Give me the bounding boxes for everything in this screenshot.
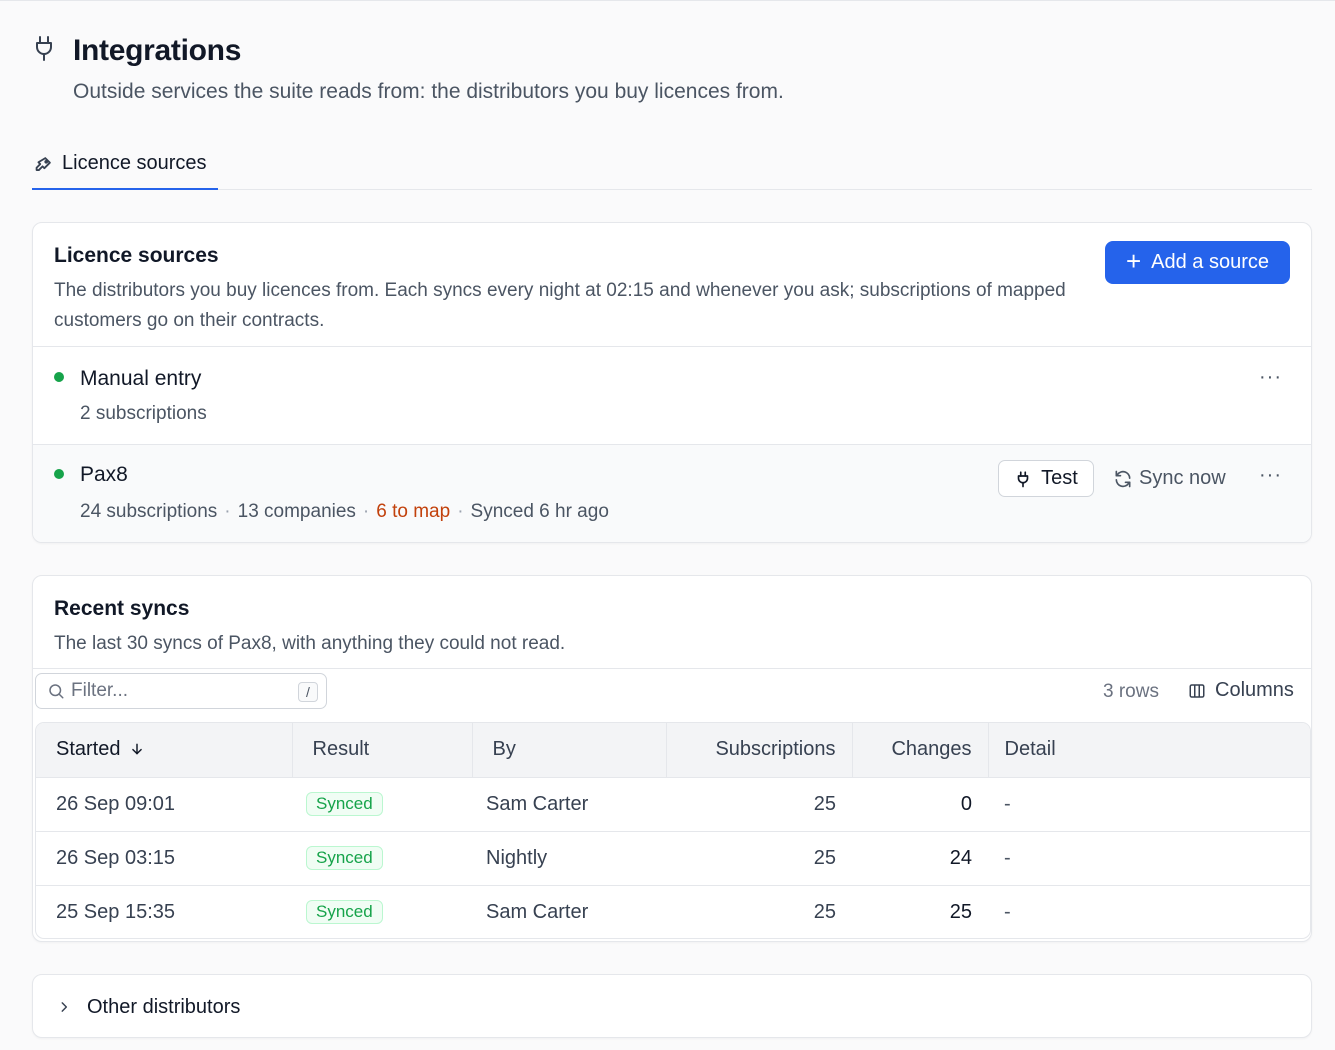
source-meta: 2 subscriptions bbox=[80, 403, 207, 424]
page-title: Integrations bbox=[73, 34, 242, 67]
sync-now-button[interactable]: Sync now bbox=[1113, 460, 1226, 497]
refresh-icon bbox=[1115, 470, 1131, 487]
status-badge: Synced bbox=[306, 900, 383, 925]
detail-cell: - bbox=[1004, 846, 1011, 869]
recent-syncs-description: The last 30 syncs of Pax8, with anything… bbox=[54, 633, 566, 654]
test-button[interactable]: Test bbox=[998, 460, 1094, 497]
source-row-manual-entry[interactable]: Manual entry 2 subscriptions ··· bbox=[33, 346, 1311, 444]
changes-cell: 24 bbox=[949, 846, 972, 869]
header-label: Started bbox=[56, 738, 121, 761]
column-header-result[interactable]: Result bbox=[292, 723, 473, 777]
table-row[interactable]: 25 Sep 15:35 Synced Sam Carter 25 25 - bbox=[36, 885, 1310, 938]
changes-cell: 25 bbox=[949, 900, 972, 923]
more-options-button[interactable]: ··· bbox=[1259, 464, 1282, 486]
columns-label: Columns bbox=[1215, 679, 1294, 701]
separator: · bbox=[224, 501, 231, 522]
table-row[interactable]: 26 Sep 03:15 Synced Nightly 25 24 - bbox=[36, 831, 1310, 885]
columns-button[interactable]: Columns bbox=[1188, 679, 1294, 702]
plus-icon: + bbox=[1125, 246, 1142, 276]
result-cell: Synced bbox=[292, 777, 472, 831]
to-map-link[interactable]: 6 to map bbox=[376, 501, 451, 522]
table-row[interactable]: 26 Sep 09:01 Synced Sam Carter 25 0 - bbox=[36, 777, 1310, 831]
table-toolbar: / 3 rows Columns bbox=[33, 668, 1311, 722]
started-cell: 26 Sep 09:01 bbox=[56, 792, 175, 815]
plug-icon bbox=[1017, 470, 1029, 487]
subscriptions-count: 24 subscriptions bbox=[80, 501, 218, 522]
result-cell: Synced bbox=[292, 885, 472, 938]
more-options-button[interactable]: ··· bbox=[1259, 366, 1282, 388]
other-distributors-toggle[interactable]: Other distributors bbox=[33, 975, 1311, 1037]
page-subtitle: Outside services the suite reads from: t… bbox=[73, 80, 784, 103]
column-header-changes[interactable]: Changes bbox=[852, 723, 989, 777]
table-header-row: Started Result By Subscriptions Changes … bbox=[36, 723, 1310, 777]
add-source-label: Add a source bbox=[1151, 251, 1270, 273]
search-icon bbox=[49, 684, 64, 699]
recent-syncs-card: Recent syncs The last 30 syncs of Pax8, … bbox=[32, 575, 1312, 942]
subscriptions-cell: 25 bbox=[813, 900, 836, 923]
started-cell: 25 Sep 15:35 bbox=[56, 900, 175, 923]
sync-now-label: Sync now bbox=[1139, 467, 1226, 489]
separator: · bbox=[457, 501, 464, 522]
other-distributors-label: Other distributors bbox=[87, 995, 241, 1018]
test-label: Test bbox=[1041, 467, 1078, 489]
subscriptions-cell: 25 bbox=[813, 792, 836, 815]
by-cell: Sam Carter bbox=[486, 792, 589, 815]
status-badge: Synced bbox=[306, 792, 383, 816]
column-header-detail[interactable]: Detail bbox=[1004, 738, 1056, 761]
arrow-down-icon bbox=[132, 743, 142, 755]
detail-cell: - bbox=[1004, 900, 1011, 923]
source-meta: 24 subscriptions · 13 companies · 6 to map · S… bbox=[80, 501, 609, 523]
recent-syncs-title: Recent syncs bbox=[54, 597, 190, 620]
companies-count: 13 companies bbox=[237, 501, 356, 522]
tab-label: Licence sources bbox=[62, 152, 207, 174]
syncs-table-container: Started Result By Subscriptions Changes … bbox=[35, 722, 1311, 939]
plug-icon bbox=[36, 36, 52, 61]
changes-cell: 0 bbox=[960, 792, 972, 815]
by-cell: Sam Carter bbox=[486, 900, 589, 923]
status-badge: Synced bbox=[306, 846, 383, 870]
subscriptions-cell: 25 bbox=[813, 846, 836, 869]
columns-icon bbox=[1189, 683, 1205, 698]
by-cell: Nightly bbox=[486, 846, 548, 869]
started-cell: 26 Sep 03:15 bbox=[56, 846, 175, 869]
column-header-subscriptions[interactable]: Subscriptions bbox=[666, 723, 853, 777]
separator: · bbox=[362, 501, 370, 522]
source-name: Pax8 bbox=[80, 463, 128, 486]
column-header-started[interactable]: Started bbox=[36, 723, 293, 777]
column-header-by[interactable]: By bbox=[472, 723, 667, 777]
synced-time: Synced 6 hr ago bbox=[470, 501, 609, 522]
source-name: Manual entry bbox=[80, 367, 202, 390]
shortcut-hint: / bbox=[298, 682, 318, 702]
chevron-right-icon bbox=[61, 1002, 68, 1012]
tab-licence-sources[interactable]: Licence sources bbox=[32, 148, 218, 190]
status-dot bbox=[54, 469, 64, 479]
tab-bar: Licence sources bbox=[32, 148, 1312, 190]
key-icon bbox=[35, 157, 51, 171]
syncs-table: Started Result By Subscriptions Changes … bbox=[36, 723, 1310, 938]
licence-sources-description: The distributors you buy licences from. … bbox=[54, 280, 1066, 331]
result-cell: Synced bbox=[292, 831, 472, 885]
source-row-pax8[interactable]: Pax8 24 subscriptions · 13 companies · 6 to … bbox=[33, 444, 1311, 542]
detail-cell: - bbox=[1004, 792, 1011, 815]
filter-input[interactable] bbox=[71, 680, 291, 702]
status-dot bbox=[54, 372, 64, 382]
licence-sources-card: Licence sources The distributors you buy… bbox=[32, 222, 1312, 543]
top-divider bbox=[0, 0, 1335, 3]
licence-sources-title: Licence sources bbox=[54, 244, 219, 267]
add-source-button[interactable]: + Add a source bbox=[1105, 241, 1290, 284]
filter-field[interactable]: / bbox=[35, 673, 327, 709]
other-distributors-card: Other distributors bbox=[32, 974, 1312, 1038]
row-count: 3 rows bbox=[1103, 681, 1159, 702]
